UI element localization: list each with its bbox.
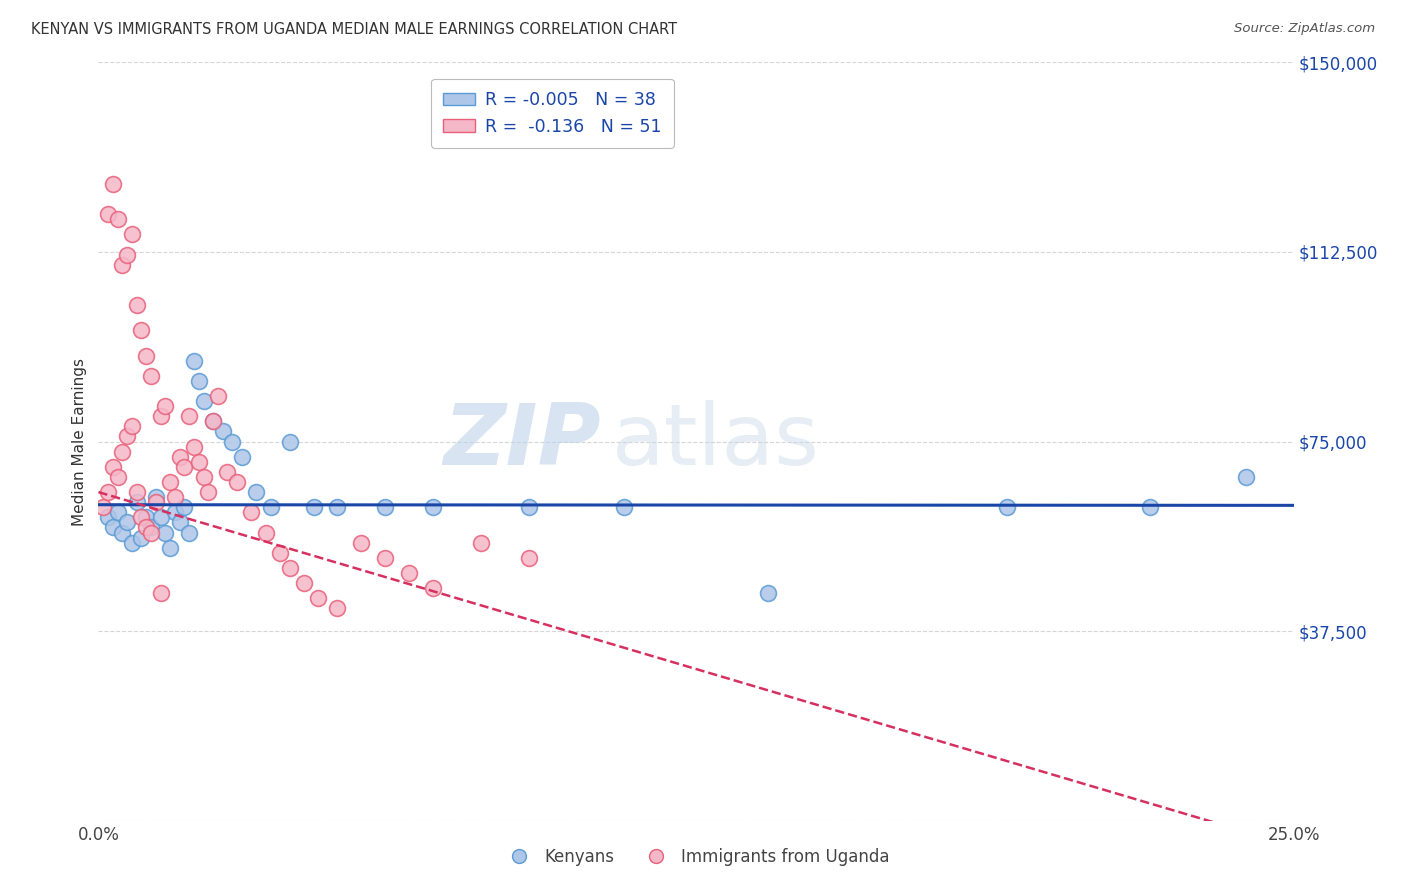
Point [183,440,205,454]
Point [107,505,129,519]
Point [326,500,349,515]
Point [1234,470,1257,484]
Point [131,510,153,524]
Text: atlas: atlas [613,400,820,483]
Point [350,535,373,549]
Point [422,500,444,515]
Legend: Kenyans, Immigrants from Uganda: Kenyans, Immigrants from Uganda [496,842,896,873]
Point [259,500,281,515]
Point [115,516,138,530]
Point [97,485,120,500]
Point [159,541,181,555]
Point [269,546,291,560]
Point [207,389,229,403]
Point [613,500,636,515]
Point [202,414,225,428]
Point [221,434,243,449]
Point [374,550,396,565]
Point [193,394,215,409]
Point [139,368,162,383]
Point [202,414,225,428]
Point [302,500,325,515]
Point [756,586,779,600]
Y-axis label: Median Male Earnings: Median Male Earnings [72,358,87,525]
Point [517,550,540,565]
Point [326,601,349,615]
Point [101,520,124,534]
Point [193,470,215,484]
Point [197,485,219,500]
Point [125,485,148,500]
Point [121,227,143,242]
Point [307,591,329,606]
Point [278,434,301,449]
Point [292,576,315,591]
Point [217,465,239,479]
Point [231,450,253,464]
Point [121,419,143,434]
Point [97,510,120,524]
Point [91,500,114,515]
Point [101,177,124,191]
Point [422,581,444,595]
Point [159,475,181,489]
Point [107,212,129,227]
Point [179,409,201,424]
Point [211,425,233,439]
Point [101,459,124,474]
Point [149,586,172,600]
Point [135,510,157,524]
Point [517,500,540,515]
Point [179,525,201,540]
Point [183,353,205,368]
Point [97,207,120,221]
Text: ZIP: ZIP [443,400,600,483]
Point [163,490,186,504]
Point [374,500,396,515]
Point [125,495,148,509]
Point [145,495,167,509]
Point [226,475,249,489]
Point [169,450,191,464]
Text: KENYAN VS IMMIGRANTS FROM UGANDA MEDIAN MALE EARNINGS CORRELATION CHART: KENYAN VS IMMIGRANTS FROM UGANDA MEDIAN … [31,22,678,37]
Point [139,520,162,534]
Point [115,429,138,443]
Point [278,561,301,575]
Point [240,505,263,519]
Point [131,531,153,545]
Point [139,525,162,540]
Point [187,374,209,388]
Point [135,520,157,534]
Point [187,455,209,469]
Point [169,516,191,530]
Point [163,505,186,519]
Point [149,409,172,424]
Point [111,525,134,540]
Point [131,323,153,337]
Point [173,500,195,515]
Point [155,525,177,540]
Point [995,500,1018,515]
Point [115,247,138,261]
Point [245,485,267,500]
Point [107,470,129,484]
Point [149,510,172,524]
Point [135,349,157,363]
Point [155,399,177,413]
Point [470,535,492,549]
Point [173,459,195,474]
Text: Source: ZipAtlas.com: Source: ZipAtlas.com [1234,22,1375,36]
Point [145,490,167,504]
Point [121,535,143,549]
Point [398,566,420,580]
Point [111,258,134,272]
Point [1139,500,1161,515]
Point [125,298,148,312]
Point [111,444,134,458]
Point [254,525,277,540]
